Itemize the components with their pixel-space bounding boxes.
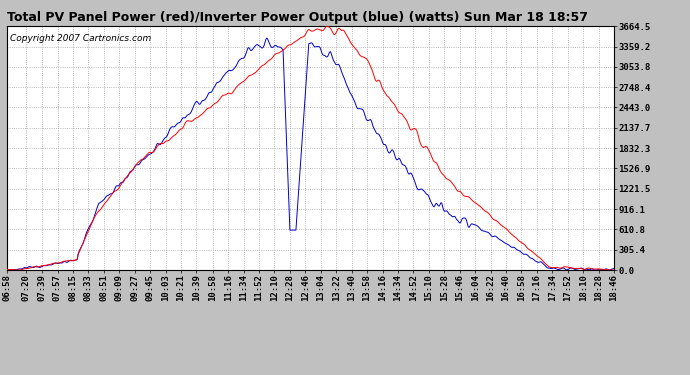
Text: Total PV Panel Power (red)/Inverter Power Output (blue) (watts) Sun Mar 18 18:57: Total PV Panel Power (red)/Inverter Powe… — [7, 11, 588, 24]
Text: Copyright 2007 Cartronics.com: Copyright 2007 Cartronics.com — [10, 34, 151, 43]
